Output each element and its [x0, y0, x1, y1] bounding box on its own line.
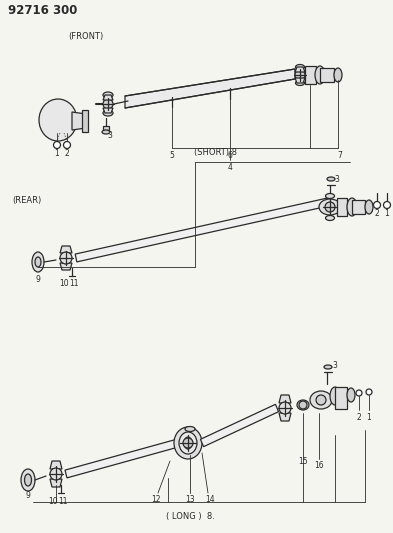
- Circle shape: [315, 397, 323, 405]
- Polygon shape: [200, 405, 279, 447]
- Text: 11: 11: [58, 497, 68, 505]
- Ellipse shape: [327, 177, 335, 181]
- Text: 1: 1: [367, 413, 371, 422]
- Ellipse shape: [39, 99, 77, 141]
- Circle shape: [325, 202, 335, 212]
- Text: 1: 1: [385, 208, 389, 217]
- Circle shape: [279, 402, 291, 414]
- Circle shape: [50, 468, 62, 480]
- Polygon shape: [125, 69, 295, 108]
- Text: 13: 13: [185, 496, 195, 505]
- Text: 2: 2: [64, 149, 70, 157]
- Text: (SHORT) 8: (SHORT) 8: [193, 148, 237, 157]
- Circle shape: [60, 252, 72, 264]
- Ellipse shape: [325, 193, 334, 198]
- Polygon shape: [337, 198, 347, 216]
- Ellipse shape: [347, 388, 355, 402]
- Ellipse shape: [174, 427, 202, 459]
- Ellipse shape: [325, 215, 334, 221]
- Text: 16: 16: [314, 462, 324, 471]
- Text: 5: 5: [169, 150, 174, 159]
- Ellipse shape: [24, 474, 31, 486]
- Text: 2: 2: [375, 208, 379, 217]
- Polygon shape: [103, 126, 109, 130]
- Ellipse shape: [184, 437, 192, 449]
- Ellipse shape: [330, 387, 340, 405]
- Circle shape: [356, 390, 362, 396]
- Polygon shape: [50, 461, 62, 469]
- Polygon shape: [279, 413, 291, 421]
- Polygon shape: [82, 110, 88, 132]
- Ellipse shape: [334, 68, 342, 82]
- Text: 14: 14: [205, 496, 215, 505]
- Polygon shape: [103, 108, 113, 113]
- Text: 3: 3: [108, 132, 112, 141]
- Polygon shape: [50, 479, 62, 487]
- Circle shape: [295, 70, 305, 80]
- Ellipse shape: [35, 257, 41, 267]
- Text: 6: 6: [228, 150, 232, 159]
- Circle shape: [316, 395, 326, 405]
- Polygon shape: [60, 246, 72, 253]
- Ellipse shape: [324, 365, 332, 369]
- Ellipse shape: [103, 110, 113, 116]
- Ellipse shape: [315, 66, 325, 84]
- Ellipse shape: [310, 391, 332, 409]
- Text: 1: 1: [55, 149, 59, 157]
- Polygon shape: [279, 395, 291, 403]
- Text: (REAR): (REAR): [12, 196, 41, 205]
- Circle shape: [103, 99, 113, 109]
- Polygon shape: [60, 263, 72, 270]
- Polygon shape: [295, 67, 305, 72]
- Circle shape: [373, 201, 380, 208]
- Ellipse shape: [102, 130, 110, 134]
- Text: 11: 11: [69, 279, 79, 287]
- Ellipse shape: [185, 426, 195, 432]
- Circle shape: [183, 438, 193, 448]
- Circle shape: [299, 401, 307, 409]
- Ellipse shape: [103, 92, 113, 98]
- Polygon shape: [295, 78, 305, 83]
- Circle shape: [64, 141, 70, 149]
- Polygon shape: [305, 66, 316, 84]
- Text: 3: 3: [334, 174, 340, 183]
- Polygon shape: [352, 200, 365, 214]
- Ellipse shape: [319, 199, 341, 215]
- Polygon shape: [65, 439, 179, 478]
- Ellipse shape: [296, 64, 305, 69]
- Circle shape: [384, 201, 391, 208]
- Text: 9: 9: [26, 491, 30, 500]
- Circle shape: [366, 389, 372, 395]
- Circle shape: [53, 141, 61, 149]
- Ellipse shape: [297, 400, 309, 410]
- Polygon shape: [72, 112, 86, 130]
- Text: (FRONT): (FRONT): [68, 31, 103, 41]
- Ellipse shape: [365, 200, 373, 214]
- Ellipse shape: [313, 396, 325, 406]
- Polygon shape: [103, 95, 113, 100]
- Polygon shape: [320, 68, 334, 82]
- Text: 12: 12: [151, 496, 161, 505]
- Ellipse shape: [21, 469, 35, 491]
- Text: 7: 7: [338, 150, 342, 159]
- Text: 4: 4: [228, 163, 232, 172]
- Polygon shape: [75, 198, 329, 262]
- Ellipse shape: [32, 252, 44, 272]
- Ellipse shape: [347, 198, 357, 216]
- Ellipse shape: [296, 80, 305, 85]
- Text: 15: 15: [298, 457, 308, 466]
- Text: ( LONG )  8.: ( LONG ) 8.: [165, 512, 215, 521]
- Text: 3: 3: [332, 360, 338, 369]
- Text: 92716 300: 92716 300: [8, 4, 77, 18]
- Text: 2: 2: [356, 413, 362, 422]
- Text: 9: 9: [35, 276, 40, 285]
- Ellipse shape: [179, 432, 197, 454]
- Polygon shape: [335, 387, 347, 409]
- Text: 10: 10: [48, 497, 58, 505]
- Text: 10: 10: [59, 279, 69, 287]
